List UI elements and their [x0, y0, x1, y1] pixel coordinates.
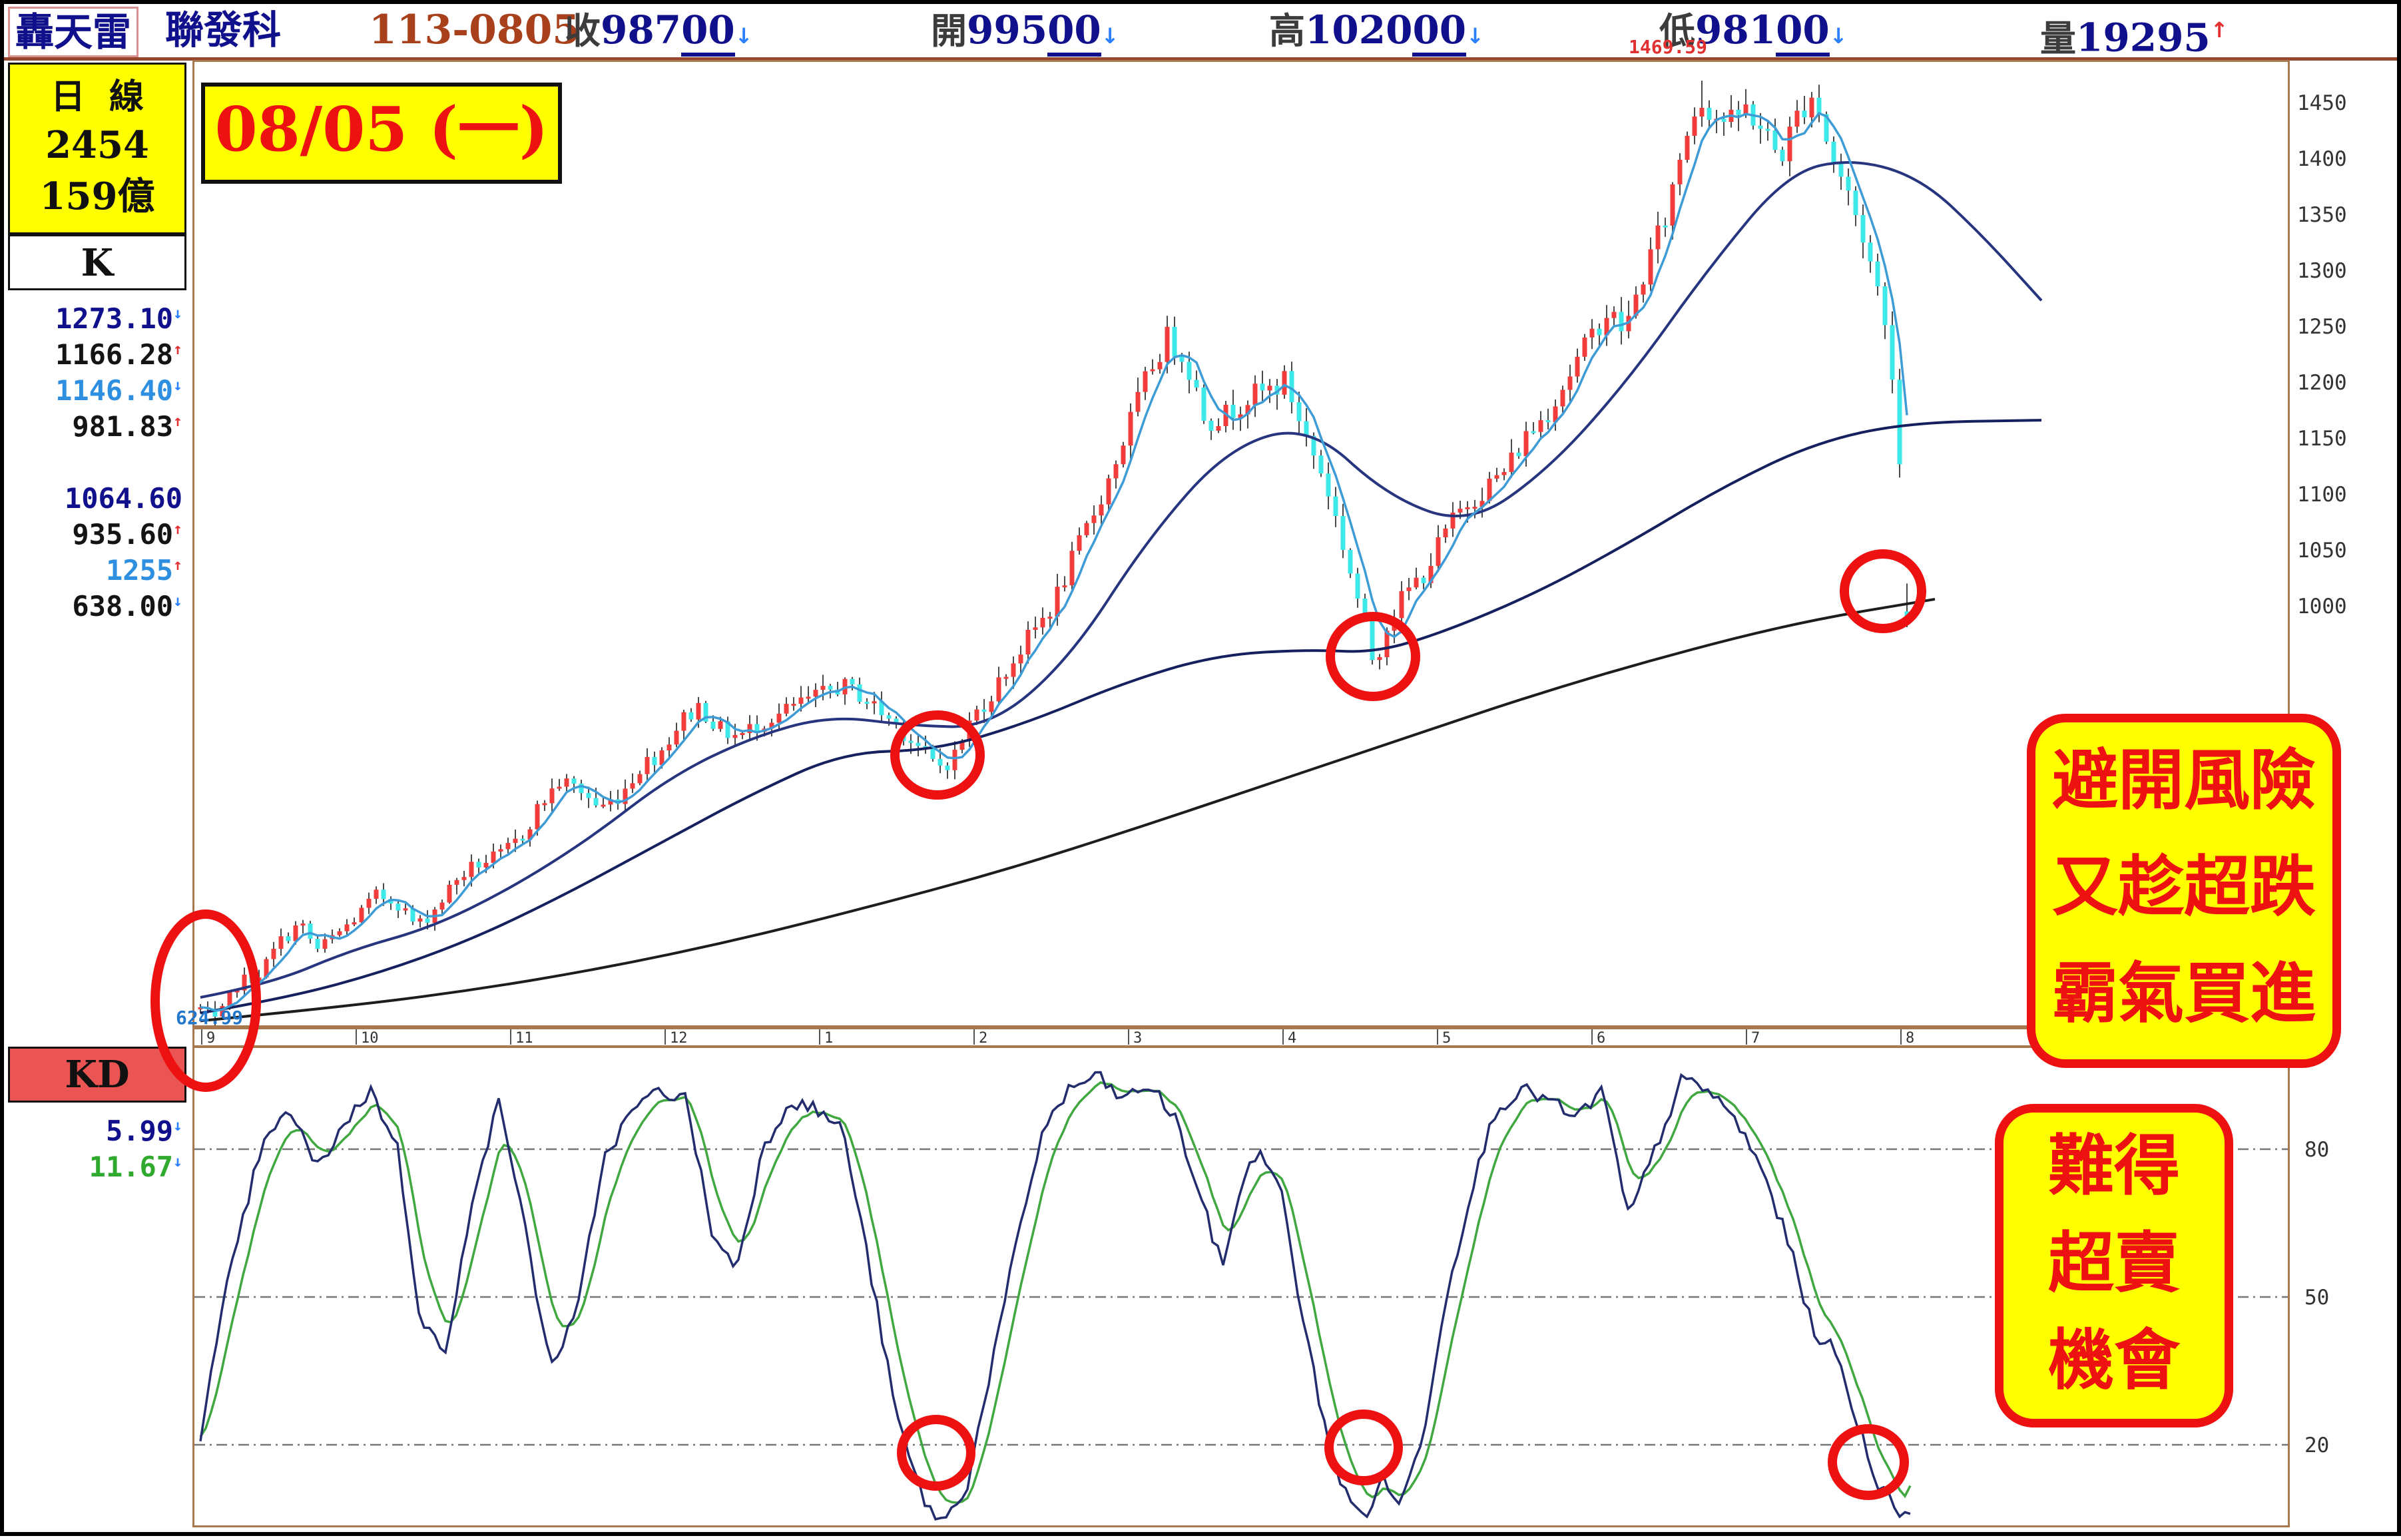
value-arrow-icon: ↑	[173, 557, 182, 574]
high-value-sub: 00	[1412, 7, 1467, 57]
field-open: 開99500↓	[931, 7, 1119, 57]
value-row: 1273.10↓	[55, 302, 182, 335]
close-value: 987	[601, 7, 682, 53]
date-badge: 08/05 (一)	[201, 83, 562, 184]
low-value: 981	[1695, 7, 1776, 53]
value-row: 1064.60	[64, 482, 182, 515]
field-close: 收98700↓	[565, 7, 753, 57]
value-arrow-icon: ↓	[173, 593, 182, 610]
value-arrow-icon: ↑	[173, 341, 182, 358]
kd-d-value: 11.67↓	[89, 1151, 182, 1183]
callout-oversold-line: 難得	[2048, 1128, 2180, 1204]
kd-k-value: 5.99↓	[105, 1115, 182, 1147]
svg-text:1000: 1000	[2297, 595, 2347, 619]
indicator-values: 1273.10↓ 1166.28↑ 1146.40↓ 981.83↑ 1064.…	[8, 296, 186, 623]
open-label: 開	[931, 9, 967, 52]
svg-text:1150: 1150	[2297, 427, 2347, 451]
open-arrow-icon: ↓	[1101, 23, 1119, 49]
svg-text:1100: 1100	[2297, 483, 2347, 507]
svg-text:80: 80	[2304, 1138, 2329, 1162]
value-arrow-icon: ↑	[173, 521, 182, 538]
volume-label: 量	[2040, 17, 2076, 60]
svg-text:1050: 1050	[2297, 539, 2347, 563]
close-value-sub: 00	[681, 7, 735, 57]
kd-indicator-box: KD	[8, 1047, 186, 1103]
close-label: 收	[565, 9, 601, 52]
open-value: 995	[967, 7, 1048, 53]
svg-text:1350: 1350	[2297, 203, 2347, 227]
kd-k-arrow-icon: ↓	[173, 1117, 182, 1135]
stock-id: 2454	[45, 123, 149, 167]
header-bar: 轟天雷 聯發科 113-0805 收98700↓ 開99500↓ 高102000…	[4, 4, 2397, 61]
brand-logo: 轟天雷	[8, 7, 139, 57]
period-info-box: 日線 2454 159億	[8, 63, 186, 234]
value-arrow-icon: ↓	[173, 305, 182, 322]
turnover-amount: 159億	[39, 174, 155, 218]
field-high: 高102000↓	[1269, 7, 1484, 57]
high-arrow-icon: ↓	[1466, 23, 1484, 49]
field-low: 低98100↓	[1659, 7, 1848, 57]
svg-text:1300: 1300	[2297, 259, 2347, 283]
callout-risk: 避開風險 又趁超跌 霸氣買進	[2027, 714, 2341, 1068]
svg-text:1250: 1250	[2297, 315, 2347, 339]
k-indicator-box: K	[8, 234, 186, 290]
volume-value: 19295	[2076, 15, 2211, 61]
kd-d-arrow-icon: ↓	[173, 1153, 182, 1170]
callout-oversold-line: 超賣	[2048, 1225, 2180, 1302]
stock-name: 聯發科	[165, 7, 282, 53]
low-value-sub: 00	[1776, 7, 1830, 57]
close-arrow-icon: ↓	[734, 23, 753, 49]
month-axis-strip	[192, 1027, 2290, 1047]
period-label: 日線	[50, 77, 168, 117]
svg-text:50: 50	[2304, 1286, 2329, 1310]
price-chart-panel	[192, 60, 2290, 1027]
low-label: 低	[1659, 9, 1695, 52]
value-row: 1166.28↑	[55, 338, 182, 371]
callout-risk-line: 避開風險	[2052, 742, 2316, 819]
high-label: 高	[1269, 9, 1305, 52]
value-row: 638.00↓	[72, 590, 182, 623]
callout-risk-line: 霸氣買進	[2052, 955, 2316, 1032]
field-volume: 量19295↑	[2040, 7, 2229, 60]
value-arrow-icon: ↓	[173, 377, 182, 394]
high-value: 1020	[1305, 7, 1413, 53]
volume-arrow-icon: ↑	[2210, 17, 2229, 43]
callout-risk-line: 又趁超跌	[2052, 849, 2316, 925]
date-code: 113-0805	[369, 7, 581, 53]
value-row: 981.83↑	[72, 410, 182, 443]
svg-text:1450: 1450	[2297, 91, 2347, 115]
open-value-sub: 00	[1047, 7, 1101, 57]
kd-chart-panel	[192, 1046, 2290, 1527]
value-spacer	[8, 439, 186, 475]
value-row: 935.60↑	[72, 518, 182, 551]
callout-oversold: 難得 超賣 機會	[1995, 1104, 2233, 1427]
value-arrow-icon: ↑	[173, 413, 182, 430]
low-arrow-icon: ↓	[1829, 23, 1848, 49]
svg-text:1400: 1400	[2297, 147, 2347, 171]
value-row: 1146.40↓	[55, 374, 182, 407]
svg-text:20: 20	[2304, 1433, 2329, 1457]
kd-values: 5.99↓ 11.67↓	[8, 1108, 186, 1188]
callout-oversold-line: 機會	[2048, 1322, 2180, 1399]
value-row: 1255↑	[105, 554, 182, 587]
svg-text:1200: 1200	[2297, 371, 2347, 395]
